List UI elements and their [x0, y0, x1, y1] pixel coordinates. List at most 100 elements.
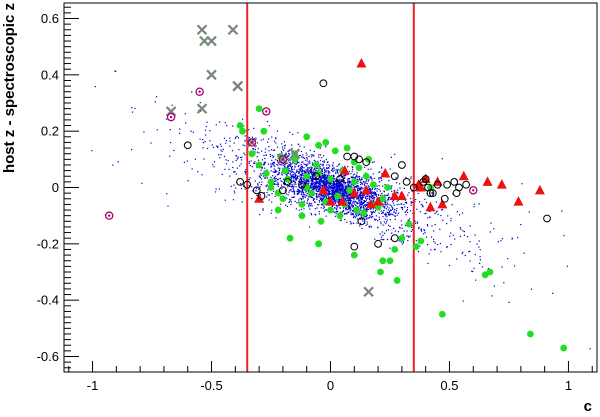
red-triangle-point — [437, 198, 448, 209]
background-dot — [384, 232, 386, 234]
background-dot — [333, 186, 335, 188]
background-dot — [334, 199, 336, 201]
background-dot — [319, 181, 321, 183]
background-dot — [289, 189, 291, 191]
background-dot — [305, 180, 308, 182]
background-dot — [380, 167, 383, 169]
background-dot — [281, 146, 283, 148]
background-dot — [292, 177, 295, 179]
background-dot — [289, 190, 291, 192]
background-dot — [303, 146, 305, 148]
background-dot — [366, 207, 368, 210]
background-dot — [203, 158, 205, 160]
background-dot — [350, 208, 352, 210]
background-dot — [342, 166, 344, 168]
background-dot — [361, 183, 363, 185]
background-dot — [321, 181, 323, 183]
background-dot — [328, 181, 330, 184]
background-dot — [369, 191, 371, 194]
background-dot — [433, 249, 435, 251]
background-dot — [357, 192, 359, 194]
background-dot — [271, 201, 273, 203]
background-dot — [337, 182, 339, 184]
background-dot — [361, 227, 363, 229]
background-dot — [323, 194, 325, 196]
background-dot — [342, 182, 345, 184]
background-dot — [292, 174, 294, 176]
background-dot — [266, 120, 269, 123]
background-dot — [205, 125, 207, 128]
background-dot — [302, 190, 304, 192]
background-dot — [263, 161, 265, 163]
background-dot — [285, 174, 287, 176]
background-dot — [388, 213, 390, 215]
background-dot — [261, 159, 264, 161]
background-dot — [402, 241, 404, 243]
background-dot — [298, 165, 300, 167]
background-dot — [256, 151, 258, 153]
background-dot — [288, 201, 290, 203]
background-dot — [314, 201, 316, 203]
green-point — [274, 206, 282, 214]
background-dot — [331, 190, 333, 192]
background-dot — [323, 177, 325, 179]
background-dot — [268, 146, 270, 148]
background-dot — [418, 227, 420, 230]
background-dot — [166, 193, 168, 195]
background-dot — [269, 154, 271, 156]
background-dot — [297, 201, 300, 203]
open-circle-point — [402, 177, 411, 186]
background-dot — [377, 194, 379, 196]
background-dot — [301, 183, 303, 185]
background-dot — [332, 198, 334, 200]
background-dot — [433, 230, 435, 232]
background-dot — [358, 198, 360, 200]
background-dot — [372, 211, 374, 213]
background-dot — [274, 183, 276, 185]
background-dot — [337, 190, 339, 192]
background-dot — [326, 164, 328, 166]
background-dot — [359, 183, 362, 185]
background-dot — [220, 149, 222, 151]
background-dot — [358, 194, 360, 196]
background-dot — [326, 181, 328, 183]
background-dot — [335, 183, 337, 185]
background-dot — [291, 185, 293, 187]
background-dot — [528, 211, 530, 213]
background-dot — [311, 181, 313, 183]
background-dot — [332, 183, 335, 185]
background-dot — [370, 208, 372, 210]
background-dot — [310, 212, 312, 215]
green-point — [315, 141, 323, 149]
background-dot — [343, 177, 345, 180]
background-dot — [384, 207, 386, 209]
background-dot — [294, 200, 296, 202]
background-dot — [290, 189, 292, 191]
background-dot — [390, 186, 392, 188]
background-dot — [306, 200, 308, 202]
background-dot — [284, 163, 287, 165]
background-dot — [385, 213, 387, 215]
background-dot — [348, 205, 350, 207]
background-dot — [361, 194, 363, 197]
background-dot — [364, 201, 366, 203]
background-dot — [463, 234, 465, 236]
background-dot — [331, 182, 333, 184]
background-dot — [289, 185, 291, 187]
background-dot — [309, 149, 311, 151]
background-dot — [371, 212, 373, 215]
background-dot — [371, 198, 374, 200]
background-dot — [424, 232, 426, 234]
background-dot — [347, 178, 349, 180]
background-dot — [350, 177, 353, 179]
background-dot — [355, 176, 357, 178]
background-dot — [371, 195, 373, 197]
background-dot — [287, 194, 289, 196]
background-dot — [297, 170, 299, 172]
background-dot — [333, 194, 335, 196]
background-dot — [342, 207, 344, 209]
background-dot — [346, 197, 349, 199]
background-dot — [342, 196, 344, 198]
background-dot — [440, 215, 442, 217]
background-dot — [312, 186, 314, 188]
